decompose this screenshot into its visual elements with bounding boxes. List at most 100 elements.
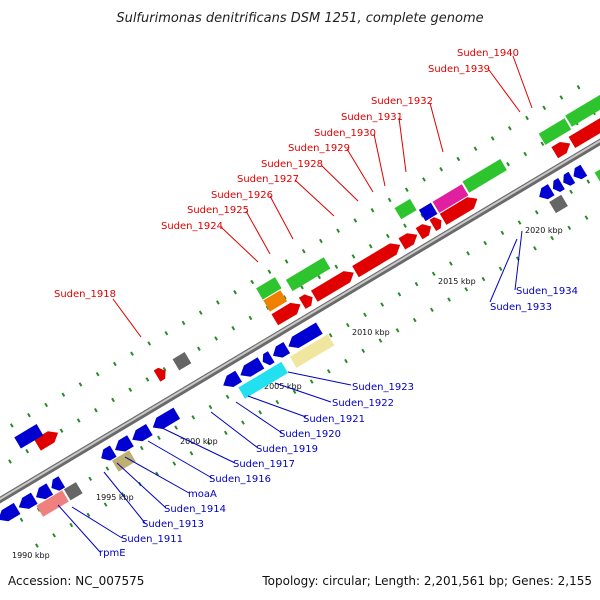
gene-suden-1917[interactable] [152,407,181,429]
gene-suden-1931[interactable] [439,197,478,225]
gene-suden-1919[interactable] [223,370,242,387]
label-suden-1930[interactable]: Suden_1930 [314,128,376,139]
gene-blue-upper-left[interactable] [14,424,44,449]
gene-suden-1929[interactable] [415,224,432,240]
label-suden-1914[interactable]: Suden_1914 [164,504,226,515]
gene-small-blue[interactable] [51,476,66,491]
tick-dot [466,251,470,256]
tick-dot [430,307,434,313]
gene-rna-1929[interactable] [394,198,417,220]
label-suden-1925[interactable]: Suden_1925 [187,205,249,216]
label-rpme[interactable]: rpmE [99,548,126,559]
genome-backbone [0,138,600,504]
feature-olive[interactable] [112,450,136,472]
label-suden-1921[interactable]: Suden_1921 [303,414,365,425]
feature-green-1934[interactable] [594,168,600,184]
gene-rpme[interactable] [0,502,21,522]
label-suden-1939[interactable]: Suden_1939 [428,64,490,75]
label-suden-1932[interactable]: Suden_1932 [371,96,433,107]
tick-dot [223,430,228,436]
tick-dot [456,156,461,162]
tick-dot [231,325,236,331]
gene-rna-1926[interactable] [285,257,331,292]
label-suden-1929[interactable]: Suden_1929 [288,143,350,154]
gene-suden-1923[interactable] [288,322,323,349]
label-suden-1927[interactable]: Suden_1927 [237,174,299,185]
label-suden-1916[interactable]: Suden_1916 [209,474,271,485]
gene-rna-1940[interactable] [565,87,600,127]
gene-suden-1913[interactable] [36,483,54,500]
gene-rna-1932[interactable] [462,159,507,193]
label-suden-1934[interactable]: Suden_1934 [516,286,578,297]
tick-dot [319,238,323,244]
feature-cyan[interactable] [238,361,288,399]
gene-rna-1939[interactable] [538,118,572,145]
tick-label-2000: 2000 kbp [180,437,218,446]
label-suden-1924[interactable]: Suden_1924 [161,221,223,232]
label-suden-1922[interactable]: Suden_1922 [332,398,394,409]
label-suden-1918[interactable]: Suden_1918 [54,289,116,300]
label-suden-1926[interactable]: Suden_1926 [211,190,273,201]
gene-suden-1914[interactable] [101,445,117,461]
gene-suden-1918[interactable] [153,367,166,382]
feature-magenta[interactable] [432,184,469,213]
gene-suden-1916[interactable] [132,424,153,442]
gene-pseudo-1918[interactable] [172,352,192,371]
label-suden-1933[interactable]: Suden_1933 [490,302,552,313]
gene-suden-1921[interactable] [262,351,275,366]
gene-suden-1928[interactable] [398,233,418,250]
tick-dot [164,330,169,336]
tick-dot [130,351,134,356]
label-suden-1920[interactable]: Suden_1920 [279,429,341,440]
tick-dot [481,276,486,282]
tick-dot [44,402,49,408]
label-suden-1913[interactable]: Suden_1913 [142,519,204,530]
tick-dot [103,502,108,507]
feature-grey-lower[interactable] [63,482,83,501]
gene-suden-1934c[interactable] [573,164,588,180]
gene-suden-1933[interactable] [539,184,555,200]
tick-dot [61,392,66,397]
feature-khaki[interactable] [289,334,335,368]
tick-dot [292,389,297,395]
tick-dot [395,328,400,333]
gene-suden-1922[interactable] [273,342,291,358]
gene-suden-1934a[interactable] [552,178,565,192]
tick-dot [586,179,591,184]
gene-blue-top[interactable] [418,202,438,222]
gene-suden-1926[interactable] [311,271,354,302]
tick-dot [507,125,512,131]
gene-suden-1930[interactable] [429,217,442,231]
label-suden-1923[interactable]: Suden_1923 [352,382,414,393]
gene-suden-1940[interactable] [568,110,600,148]
gene-suden-1920[interactable] [240,357,265,377]
label-suden-1928[interactable]: Suden_1928 [261,159,323,170]
tick-dot [301,248,306,254]
label-suden-1911[interactable]: Suden_1911 [121,534,183,545]
feature-grey-1933[interactable] [549,194,568,214]
tick-dot [145,377,150,382]
tick-dot [112,361,117,367]
gene-rna-1924[interactable] [256,277,282,300]
gene-suden-1939[interactable] [551,142,571,159]
label-suden-1931[interactable]: Suden_1931 [341,112,403,123]
label-suden-1919[interactable]: Suden_1919 [256,444,318,455]
label-suden-1917[interactable]: Suden_1917 [233,459,295,470]
label-moaa[interactable]: moaA [188,489,217,500]
tick-dot [309,379,314,384]
tick-label-1990: 1990 kbp [12,551,50,560]
gene-suden-1925[interactable] [298,294,313,309]
gene-moaa[interactable] [115,435,134,452]
tick-dot [345,322,350,328]
feature-pink[interactable] [36,490,69,517]
tick-dot [128,387,133,392]
tick-dot [52,533,56,538]
label-suden-1940[interactable]: Suden_1940 [457,48,519,59]
tick-dot [500,230,505,236]
gene-suden-1911[interactable] [18,492,38,509]
tick-dot [422,177,426,182]
gene-suden-1924[interactable] [271,302,301,326]
gene-suden-1927[interactable] [352,243,401,278]
feature-orange[interactable] [263,290,288,312]
gene-suden-1934b[interactable] [563,171,576,186]
